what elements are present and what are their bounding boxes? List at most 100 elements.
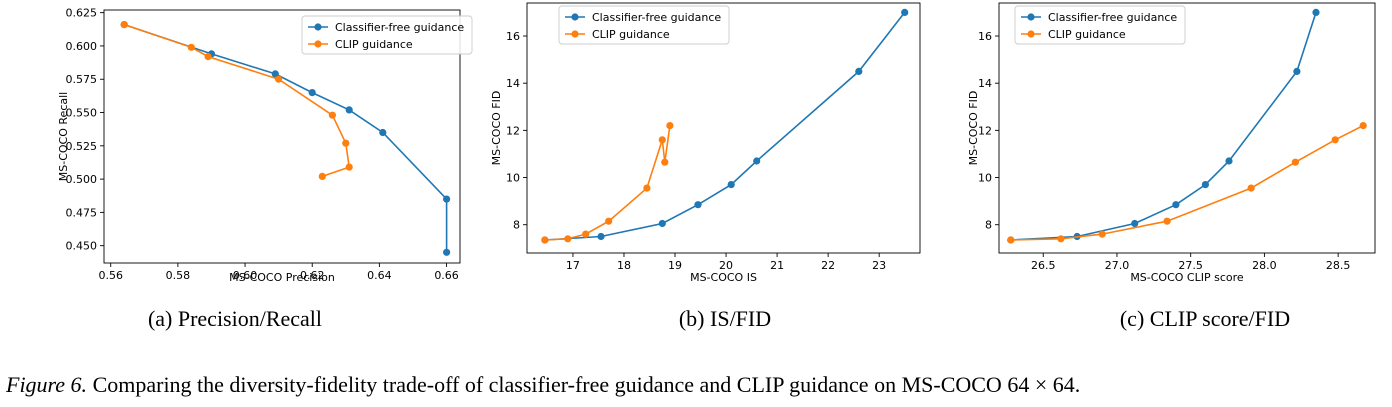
y-tick-label: 0.575 <box>66 73 98 86</box>
legend-entry: Classifier-free guidance <box>1048 11 1177 24</box>
legend-swatch-marker <box>571 30 579 38</box>
legend-swatch-marker <box>571 13 579 21</box>
x-tick-label: 21 <box>770 259 784 272</box>
data-point <box>308 89 316 97</box>
legend-swatch-marker <box>314 23 322 31</box>
data-point <box>275 75 283 83</box>
data-point <box>753 157 761 165</box>
legend-box <box>1014 5 1186 45</box>
x-tick-label: 28.0 <box>1252 259 1277 272</box>
y-tick-label: 16 <box>978 30 992 43</box>
y-tick-label: 12 <box>506 124 520 137</box>
subcaption-b: (b) IS/FID <box>678 306 772 331</box>
data-point <box>1163 217 1171 225</box>
y-tick-label: 0.450 <box>66 240 98 253</box>
data-point <box>443 248 451 256</box>
y-tick-label: 0.550 <box>66 107 98 120</box>
is-fid-plot: 17 18 19 20 21 22 23 8 10 12 14 16 MS-COCO IS MS-COCO… <box>490 2 921 284</box>
data-point <box>582 230 590 238</box>
data-point <box>1201 181 1209 189</box>
data-point <box>1293 67 1301 75</box>
x-tick-label: 0.58 <box>166 269 191 282</box>
y-axis-label: MS-COCO Recall <box>57 92 70 181</box>
data-point <box>379 128 387 137</box>
axes-frame <box>103 9 461 264</box>
subcaption-a: (a) Precision/Recall <box>147 306 323 331</box>
y-axis-label: MS-COCO FID <box>490 91 503 166</box>
legend-swatch-marker <box>1027 30 1035 38</box>
subcaption-c: (c) CLIP score/FID <box>1119 306 1291 331</box>
x-tick-label: 26.5 <box>1031 259 1056 272</box>
y-tick-label: 0.500 <box>66 173 98 186</box>
x-tick-label: 0.56 <box>98 269 123 282</box>
data-point <box>318 172 326 180</box>
data-point <box>328 111 336 119</box>
data-point <box>541 236 549 244</box>
data-point <box>345 163 353 171</box>
clip-fid-plot: 26.5 27.0 27.5 28.0 28.5 8 10 12 14 16 MS-COCO CLI… <box>967 2 1376 284</box>
y-axis-label: MS-COCO FID <box>967 91 980 166</box>
figure-caption-text: Comparing the diversity-fidelity trade-o… <box>87 372 1081 397</box>
data-point <box>564 235 572 243</box>
data-point <box>1225 157 1233 165</box>
x-tick-label: 0.64 <box>367 269 392 282</box>
data-point <box>658 219 666 228</box>
data-point <box>204 53 212 61</box>
legend-box <box>301 15 473 55</box>
data-point <box>1098 230 1106 238</box>
x-tick-label: 0.66 <box>434 269 459 282</box>
series-line-0 <box>544 11 906 241</box>
data-point <box>694 201 702 209</box>
y-tick-label: 12 <box>978 124 992 137</box>
data-point <box>271 70 279 78</box>
data-point <box>1291 158 1299 166</box>
axes-frame <box>526 2 921 254</box>
data-point <box>1247 184 1255 192</box>
x-tick-label: 23 <box>872 259 886 272</box>
precision-recall-chart: 0.56 0.58 0.60 0.62 0.64 0.66 0.450 0.475 0.500 0… <box>0 0 480 300</box>
y-tick-label: 10 <box>506 172 520 185</box>
y-tick-label: 0.525 <box>66 140 98 153</box>
data-point <box>727 181 735 189</box>
data-point <box>342 139 350 147</box>
legend-box <box>558 5 730 45</box>
x-tick-label: 18 <box>617 259 631 272</box>
y-tick-label: 14 <box>506 77 520 90</box>
data-point <box>443 195 451 203</box>
x-tick-label: 27.5 <box>1178 259 1203 272</box>
data-point <box>1131 219 1139 228</box>
x-axis-label: MS-COCO CLIP score <box>1130 271 1244 284</box>
y-tick-label: 10 <box>978 172 992 185</box>
x-tick-label: 27.0 <box>1105 259 1130 272</box>
y-tick-label: 8 <box>985 219 992 232</box>
y-tick-label: 0.475 <box>66 206 98 219</box>
data-point <box>597 232 605 241</box>
data-point <box>1359 122 1367 130</box>
precision-recall-plot: 0.56 0.58 0.60 0.62 0.64 0.66 0.450 0.475 0.500 0… <box>57 7 473 284</box>
data-point <box>605 217 613 225</box>
x-axis-label: MS-COCO Precision <box>229 271 335 284</box>
x-tick-label: 22 <box>821 259 835 272</box>
data-point <box>120 21 128 29</box>
data-point <box>643 184 651 192</box>
data-point <box>855 67 863 75</box>
y-tick-label: 16 <box>506 30 520 43</box>
legend-swatch-marker <box>1027 13 1035 21</box>
data-point <box>1057 235 1065 243</box>
legend-entry: CLIP guidance <box>1048 28 1126 41</box>
data-point <box>345 106 353 114</box>
clip-fid-chart: 26.5 27.0 27.5 28.0 28.5 8 10 12 14 16 MS-COCO CLI… <box>935 0 1392 300</box>
figure-caption: Figure 6. Comparing the diversity-fideli… <box>6 372 1080 398</box>
x-tick-label: 0.62 <box>300 269 325 282</box>
y-tick-label: 8 <box>513 219 520 232</box>
x-tick-label: 28.5 <box>1326 259 1351 272</box>
x-tick-label: 0.60 <box>233 269 258 282</box>
series-line-1 <box>1010 124 1364 241</box>
data-point <box>658 136 666 144</box>
series-line-0 <box>123 23 448 253</box>
legend-entry: Classifier-free guidance <box>335 21 464 34</box>
data-point <box>1331 136 1339 144</box>
figure-caption-label: Figure 6. <box>6 372 88 397</box>
data-point <box>187 43 195 51</box>
is-fid-chart: 17 18 19 20 21 22 23 8 10 12 14 16 MS-COCO IS MS-COCO… <box>475 0 935 300</box>
